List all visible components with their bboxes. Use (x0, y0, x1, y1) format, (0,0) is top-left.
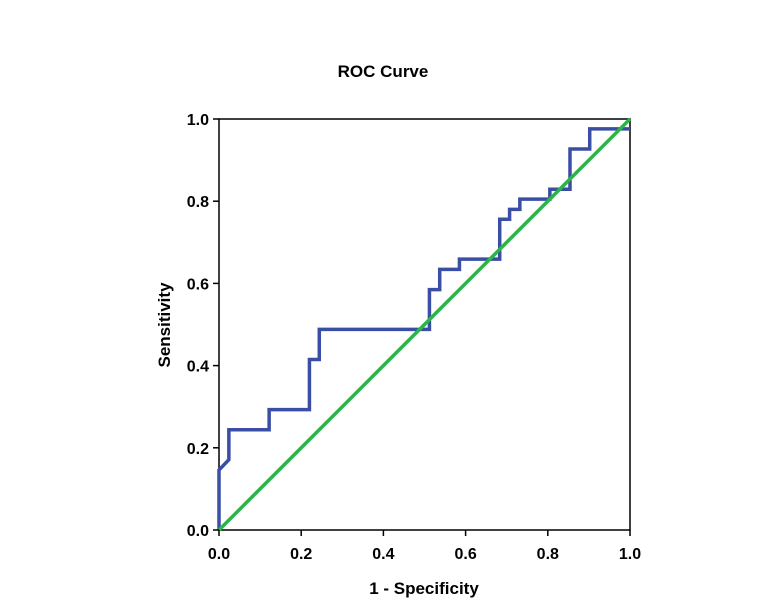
x-axis-label: 1 - Specificity (369, 579, 479, 598)
reference-diagonal-line (217, 117, 632, 532)
y-tick-label: 0.8 (187, 194, 209, 211)
x-tick-label: 0.6 (454, 546, 476, 563)
y-tick-label: 1.0 (187, 112, 209, 129)
plot-area (217, 117, 632, 532)
y-axis-label: Sensitivity (155, 282, 174, 368)
y-tick-label: 0.6 (187, 276, 209, 293)
y-tick-label: 0.4 (187, 359, 209, 376)
y-tick-label: 0.2 (187, 441, 209, 458)
x-axis: 0.0 0.2 0.4 0.6 0.8 1.0 (208, 530, 641, 563)
x-tick-label: 1.0 (619, 546, 641, 563)
y-axis: 0.0 0.2 0.4 0.6 0.8 1.0 (187, 112, 219, 540)
plot-frame (218, 118, 631, 531)
x-tick-label: 0.8 (537, 546, 559, 563)
x-tick-label: 0.0 (208, 546, 230, 563)
series-layer (217, 117, 632, 532)
chart-title: ROC Curve (338, 62, 429, 81)
x-tick-label: 0.2 (290, 546, 312, 563)
x-tick-label: 0.4 (372, 546, 394, 563)
roc-curve-line (217, 127, 630, 530)
y-tick-label: 0.0 (187, 523, 209, 540)
